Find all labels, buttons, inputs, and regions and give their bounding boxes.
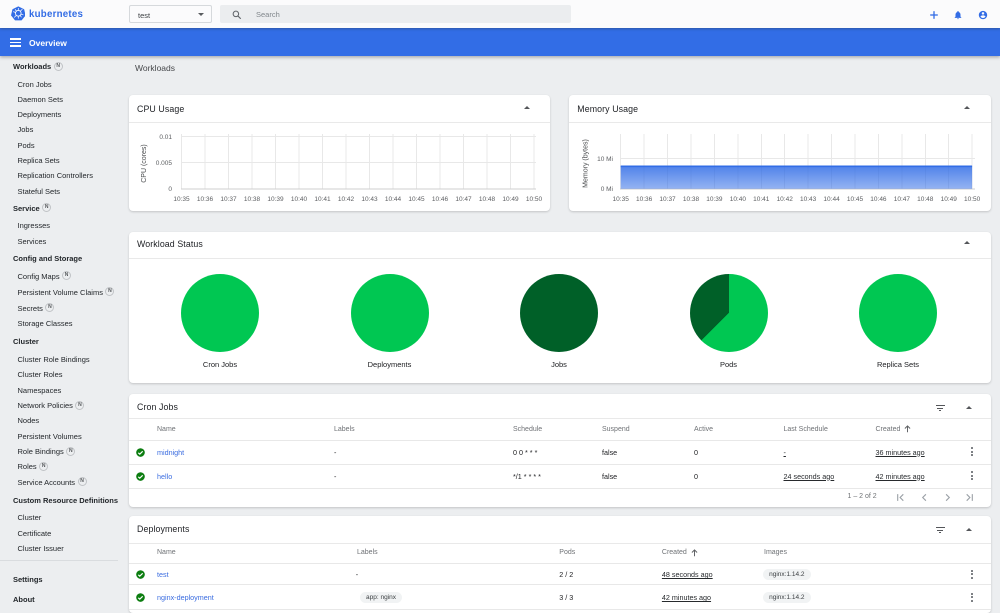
- svg-text:10:44: 10:44: [384, 196, 401, 203]
- svg-text:10:45: 10:45: [847, 196, 864, 203]
- svg-text:10:50: 10:50: [964, 196, 981, 203]
- svg-text:10:46: 10:46: [431, 196, 448, 203]
- svg-text:0.005: 0.005: [155, 160, 172, 167]
- svg-text:10:38: 10:38: [683, 196, 700, 203]
- svg-text:10:46: 10:46: [870, 196, 887, 203]
- svg-text:10:36: 10:36: [636, 196, 653, 203]
- svg-text:10:47: 10:47: [455, 196, 472, 203]
- svg-text:10 Mi: 10 Mi: [597, 156, 613, 163]
- svg-text:10:36: 10:36: [196, 196, 213, 203]
- svg-text:10:37: 10:37: [220, 196, 237, 203]
- svg-text:10:40: 10:40: [290, 196, 307, 203]
- svg-text:Memory (bytes): Memory (bytes): [582, 139, 589, 188]
- svg-text:10:49: 10:49: [940, 196, 957, 203]
- svg-text:10:41: 10:41: [753, 196, 770, 203]
- svg-text:10:43: 10:43: [800, 196, 817, 203]
- svg-text:0.01: 0.01: [159, 134, 172, 141]
- svg-text:0: 0: [168, 186, 172, 193]
- svg-text:10:38: 10:38: [243, 196, 260, 203]
- svg-text:10:49: 10:49: [502, 196, 519, 203]
- svg-text:10:48: 10:48: [917, 196, 934, 203]
- svg-text:10:35: 10:35: [612, 196, 629, 203]
- svg-text:10:45: 10:45: [408, 196, 425, 203]
- svg-text:10:47: 10:47: [894, 196, 911, 203]
- svg-text:0 Mi: 0 Mi: [601, 186, 613, 193]
- svg-text:CPU (cores): CPU (cores): [141, 144, 148, 183]
- svg-text:10:42: 10:42: [776, 196, 793, 203]
- svg-text:10:40: 10:40: [730, 196, 747, 203]
- svg-text:10:50: 10:50: [525, 196, 542, 203]
- svg-text:10:42: 10:42: [337, 196, 354, 203]
- svg-text:10:43: 10:43: [361, 196, 378, 203]
- svg-text:10:39: 10:39: [706, 196, 723, 203]
- svg-text:10:41: 10:41: [314, 196, 331, 203]
- svg-text:10:44: 10:44: [823, 196, 840, 203]
- svg-text:10:35: 10:35: [173, 196, 190, 203]
- svg-text:10:39: 10:39: [267, 196, 284, 203]
- svg-text:10:48: 10:48: [478, 196, 495, 203]
- svg-text:10:37: 10:37: [659, 196, 676, 203]
